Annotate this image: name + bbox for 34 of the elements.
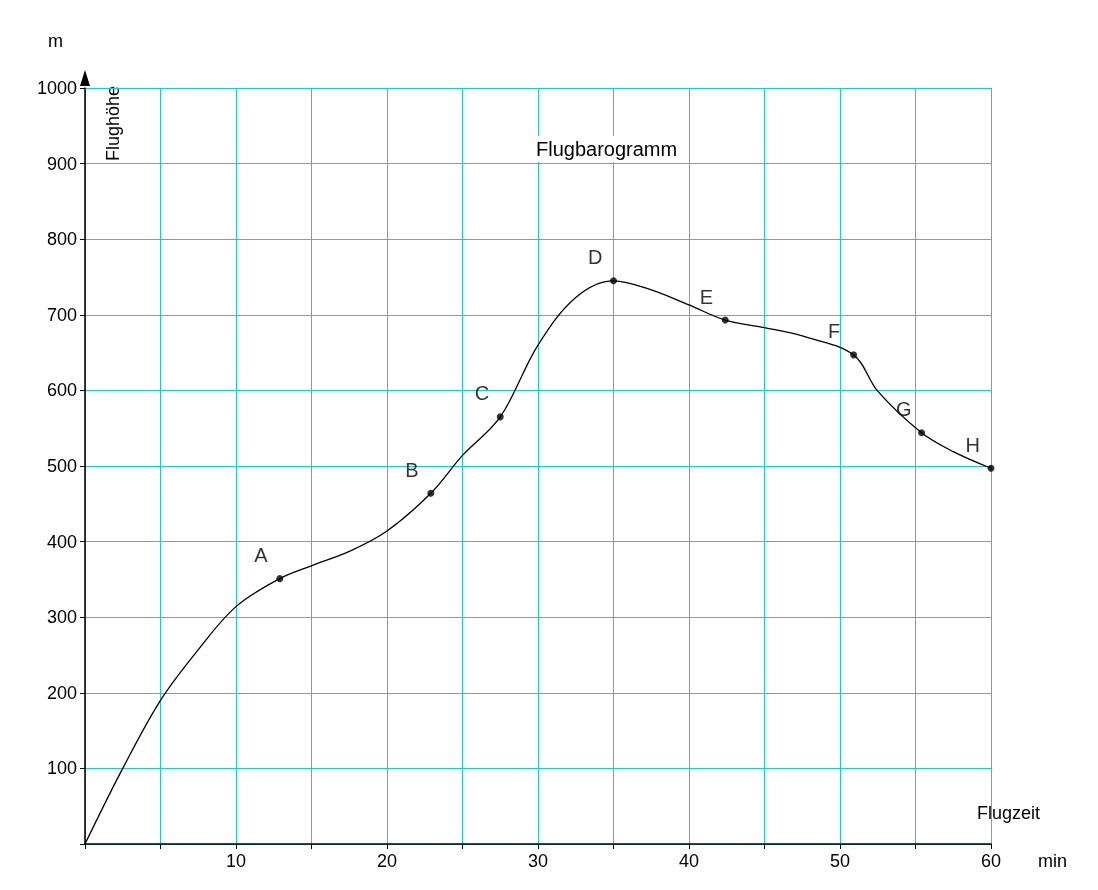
point [610,277,617,285]
annotation: D [588,246,603,269]
y-tick-label: 200 [46,682,77,703]
y-tick-label: 800 [46,229,77,250]
y-tick-label: 900 [46,153,77,174]
x-tick-label: 20 [376,851,398,871]
x-tick-label: 50 [829,851,851,871]
text: m [48,31,63,51]
y-tick-label: 400 [46,531,77,552]
annotation: H [965,433,980,456]
point [496,413,504,421]
y-tick-label: 1000 [36,78,77,98]
point [918,429,926,437]
x-tick-label: 60 [980,851,1002,871]
point [987,464,995,472]
y-tick-label: 300 [46,607,77,628]
point [850,351,858,359]
y-tick-label: 500 [46,456,77,476]
y-tick-label: 100 [46,758,77,779]
y-tick-label: 700 [46,304,77,325]
x-tick-label: 10 [225,851,247,871]
annotation: A [254,544,269,567]
annotation: F [828,320,841,343]
point [721,316,729,324]
point [276,575,284,583]
annotation: E [699,285,714,308]
x-tick-label: 40 [678,851,700,871]
annotation: G [896,398,912,421]
text: Flugbarogramm [536,138,678,160]
point [427,489,435,497]
text: min [1038,851,1068,871]
y-tick-label: 600 [46,380,77,401]
y-axis-title: Flughöhe [103,86,123,162]
x-tick-label: 30 [527,851,549,871]
